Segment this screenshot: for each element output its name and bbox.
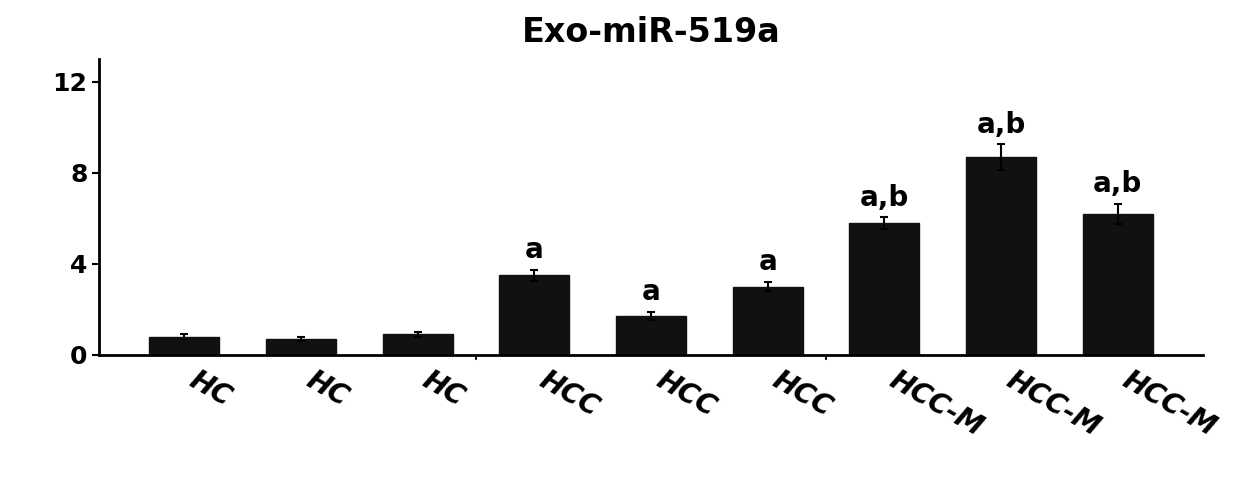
Text: a: a [525,236,543,264]
Bar [267,339,336,355]
Bar [149,337,219,355]
Bar [733,287,802,355]
Text: a,b: a,b [1092,170,1142,198]
Text: a: a [759,248,777,277]
Title: Exo-miR-519a: Exo-miR-519a [522,16,780,49]
Bar [500,275,569,355]
Bar [1083,214,1153,355]
Bar [966,157,1035,355]
Bar [616,317,686,355]
Text: a: a [641,279,661,307]
Text: a,b: a,b [859,183,909,211]
Bar [849,223,919,355]
Text: a,b: a,b [976,111,1025,139]
Bar [383,334,453,355]
